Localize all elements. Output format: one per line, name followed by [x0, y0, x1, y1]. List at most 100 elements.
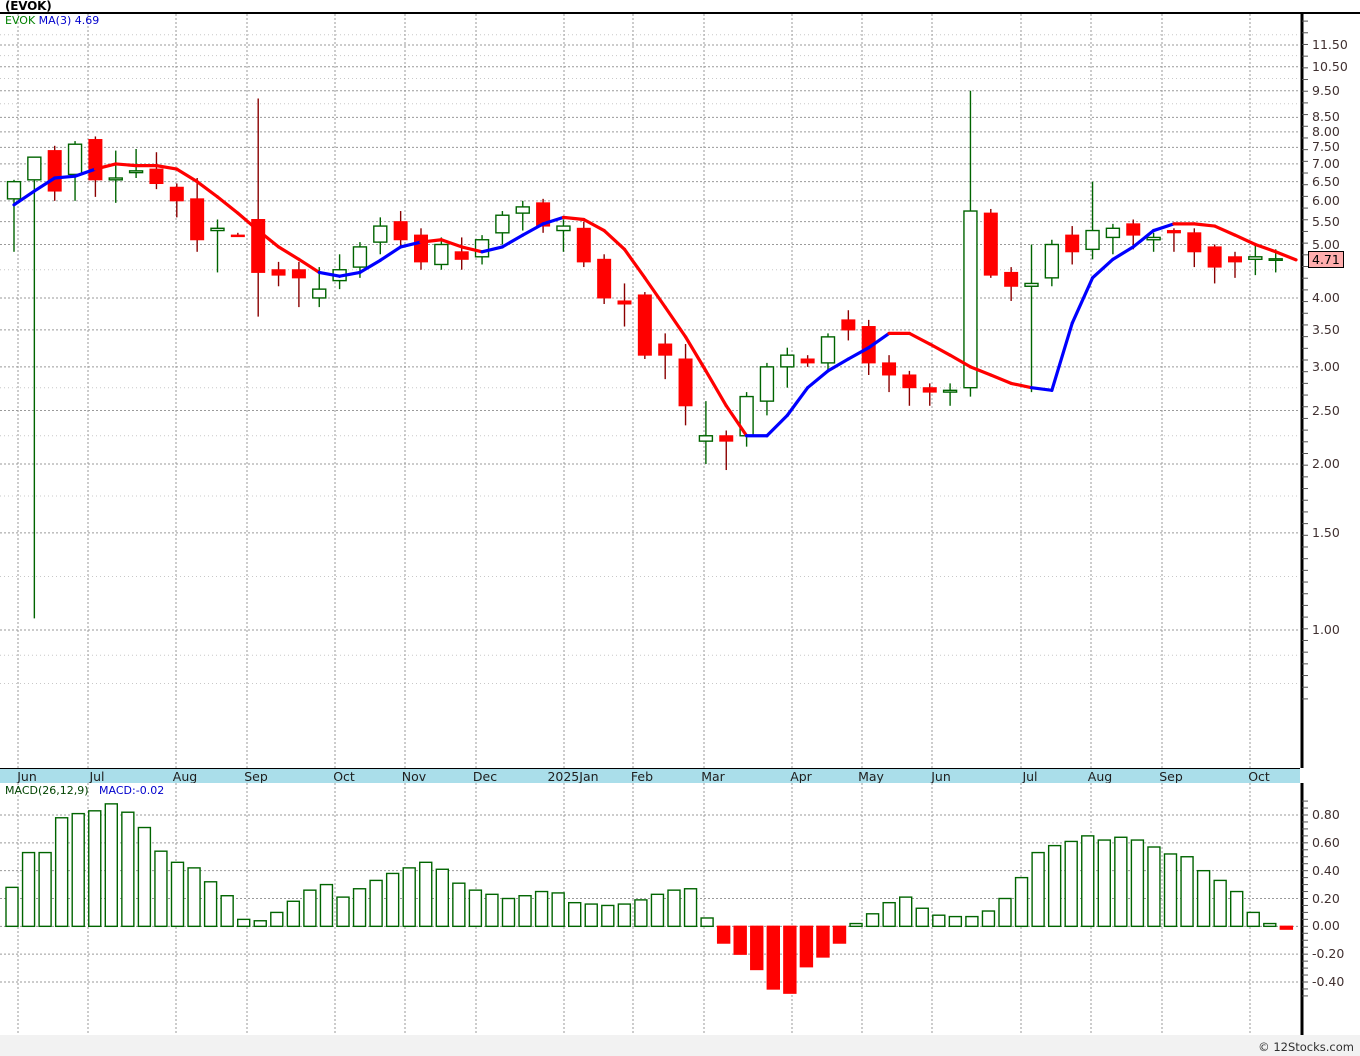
month-label: Feb — [630, 769, 654, 784]
candle — [169, 186, 184, 202]
month-label: Jul — [89, 769, 105, 784]
candle — [352, 246, 368, 268]
macd-bar — [253, 920, 267, 928]
macd-bar — [799, 925, 814, 968]
macd-bar — [319, 883, 334, 928]
price-tick-label: 8.50 — [1312, 109, 1340, 125]
month-label: Oct — [1248, 769, 1270, 784]
macd-bar — [1246, 911, 1260, 928]
macd-bar — [419, 861, 433, 928]
price-tick-label: 8.00 — [1312, 123, 1340, 139]
candle — [983, 212, 998, 276]
macd-bar — [568, 901, 582, 928]
macd-bar — [551, 892, 565, 928]
macd-bar — [38, 851, 52, 928]
price-tick-label: 11.50 — [1312, 37, 1348, 52]
macd-bar — [899, 896, 913, 928]
candle — [230, 234, 245, 238]
candle — [434, 243, 449, 266]
candle — [942, 389, 958, 393]
macd-bar — [270, 911, 284, 928]
macd-bar — [584, 903, 598, 928]
macd-bar — [617, 903, 632, 928]
window-title-bar: (EVOK) — [0, 0, 1360, 14]
month-label: 2025Jan — [547, 769, 599, 784]
candle — [719, 435, 734, 442]
price-tick-label: 7.50 — [1312, 139, 1340, 155]
month-label: Jun — [931, 769, 951, 784]
price-tick-label: 3.00 — [1312, 358, 1340, 374]
macd-tick-label: 0.80 — [1312, 807, 1340, 822]
macd-bar — [385, 872, 400, 928]
macd-bar — [1213, 879, 1227, 928]
candle — [88, 139, 103, 181]
macd-bar — [948, 915, 963, 928]
candle — [1248, 256, 1263, 261]
candle — [1268, 258, 1283, 262]
candle — [617, 300, 632, 305]
candle — [658, 343, 673, 356]
candle — [902, 374, 917, 389]
candle — [210, 227, 225, 232]
macd-bar — [783, 925, 797, 994]
candle — [454, 251, 469, 260]
macd-bar — [236, 918, 251, 928]
macd-bar — [336, 896, 350, 928]
macd-bar — [452, 882, 466, 928]
month-label: May — [858, 769, 884, 784]
candle — [27, 156, 42, 181]
macd-bar — [1114, 836, 1128, 928]
candle — [698, 435, 714, 442]
price-tick-label: 1.00 — [1312, 622, 1340, 637]
candle — [128, 170, 144, 174]
macd-bar — [534, 890, 549, 928]
candle — [414, 234, 428, 263]
macd-tick-label: -0.20 — [1312, 946, 1345, 962]
candle — [800, 358, 815, 364]
macd-bar — [485, 893, 499, 928]
macd-bar — [1097, 839, 1112, 928]
macd-bar — [71, 812, 85, 928]
month-label: Sep — [244, 769, 268, 784]
month-label: Nov — [401, 769, 427, 784]
macd-bar — [137, 826, 152, 928]
macd-bar — [286, 900, 301, 928]
candle — [637, 294, 652, 356]
candle — [495, 214, 510, 234]
macd-bar — [1163, 853, 1178, 928]
macd-bar — [1081, 835, 1095, 928]
macd-bar — [121, 811, 135, 928]
macd-tick-label: 0.60 — [1312, 834, 1340, 850]
macd-bar — [832, 925, 847, 944]
month-label: Mar — [701, 769, 725, 784]
candle — [393, 221, 408, 241]
macd-bar — [88, 810, 102, 928]
candle — [1126, 223, 1141, 236]
candle — [47, 150, 62, 192]
candle — [312, 288, 327, 299]
candle — [1187, 232, 1202, 253]
macd-bar — [187, 867, 201, 928]
price-tick-label: 4.00 — [1312, 289, 1340, 305]
candle — [515, 206, 530, 214]
candle — [556, 225, 571, 232]
price-plot — [0, 14, 1308, 768]
candle — [1024, 282, 1039, 287]
candle — [373, 225, 388, 243]
macd-bar — [965, 915, 979, 928]
macd-bar — [54, 817, 69, 928]
macd-tick-label: 0.00 — [1312, 918, 1340, 934]
macd-bar — [932, 914, 946, 928]
macd-bar — [303, 889, 317, 928]
macd-plot — [0, 783, 1308, 1035]
macd-bar — [650, 893, 665, 928]
macd-bar — [468, 889, 483, 928]
candle — [576, 227, 591, 263]
candle — [108, 177, 123, 181]
macd-bar — [601, 904, 615, 928]
macd-bar — [634, 899, 648, 928]
macd-bar — [1229, 890, 1244, 928]
macd-bar — [981, 910, 996, 928]
price-tick-label: 2.50 — [1312, 402, 1340, 418]
candle — [1207, 246, 1222, 268]
